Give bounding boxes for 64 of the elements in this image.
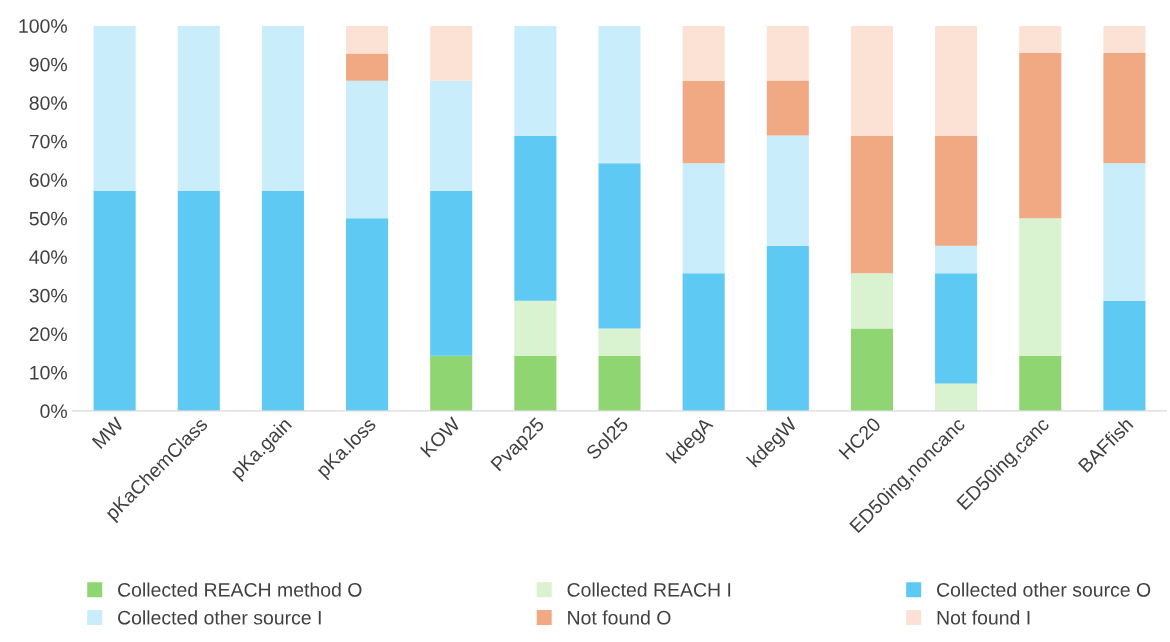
legend-label: Not found I	[937, 610, 1030, 625]
bar	[514, 300, 557, 356]
bar	[682, 25, 725, 81]
bar	[1103, 53, 1146, 164]
bar	[177, 190, 220, 411]
bar	[850, 25, 893, 136]
y-tick-label: 30%	[29, 288, 67, 303]
bar	[850, 135, 893, 274]
y-tick-label: 0%	[40, 404, 67, 419]
bar	[514, 355, 557, 411]
bar	[598, 25, 641, 164]
bar	[682, 80, 725, 164]
bar	[346, 53, 389, 81]
bar	[935, 25, 978, 136]
bar	[682, 163, 725, 274]
bar	[1019, 25, 1062, 54]
legend-label: Collected REACH I	[567, 582, 731, 597]
bar	[261, 190, 304, 411]
bar	[514, 25, 557, 136]
bar	[766, 80, 809, 136]
bar	[935, 245, 978, 274]
bar	[766, 245, 809, 411]
y-tick-label: 20%	[29, 327, 67, 342]
y-tick-label: 70%	[29, 134, 67, 149]
bar	[598, 163, 641, 329]
bar	[598, 328, 641, 356]
bar	[682, 273, 725, 411]
bar	[1019, 53, 1062, 219]
y-tick-label: 60%	[29, 173, 67, 187]
y-tick-label: 80%	[29, 96, 67, 110]
bar	[346, 80, 389, 219]
bar	[430, 80, 473, 191]
bar	[514, 135, 557, 301]
y-tick-label: 40%	[29, 250, 67, 265]
bar	[935, 383, 978, 411]
bar	[935, 135, 978, 246]
bar	[766, 25, 809, 81]
bar	[1103, 25, 1146, 54]
bar	[177, 25, 220, 191]
bar	[850, 328, 893, 411]
legend-label: Not found O	[568, 610, 671, 625]
bar	[1103, 163, 1146, 301]
y-tick-label: 50%	[29, 211, 67, 226]
bar	[346, 25, 389, 54]
bar	[93, 25, 136, 191]
y-tick-label: 90%	[29, 57, 67, 72]
bar	[261, 25, 304, 191]
bar	[598, 355, 641, 411]
bar	[346, 218, 389, 411]
bar	[430, 190, 473, 356]
bar	[430, 25, 473, 81]
y-tick-label: 100%	[19, 19, 67, 33]
bar	[1103, 300, 1146, 411]
bar	[1019, 218, 1062, 356]
bar	[935, 273, 978, 384]
bar	[1019, 355, 1062, 411]
bar	[766, 135, 809, 246]
y-tick-label: 10%	[30, 365, 67, 380]
bar	[93, 190, 136, 411]
bar	[430, 355, 473, 411]
legend-label: Collected REACH method O	[118, 582, 362, 597]
legend-label: Collected other source O	[937, 582, 1151, 597]
bar	[850, 273, 893, 329]
legend-label: Collected other source I	[118, 610, 321, 625]
